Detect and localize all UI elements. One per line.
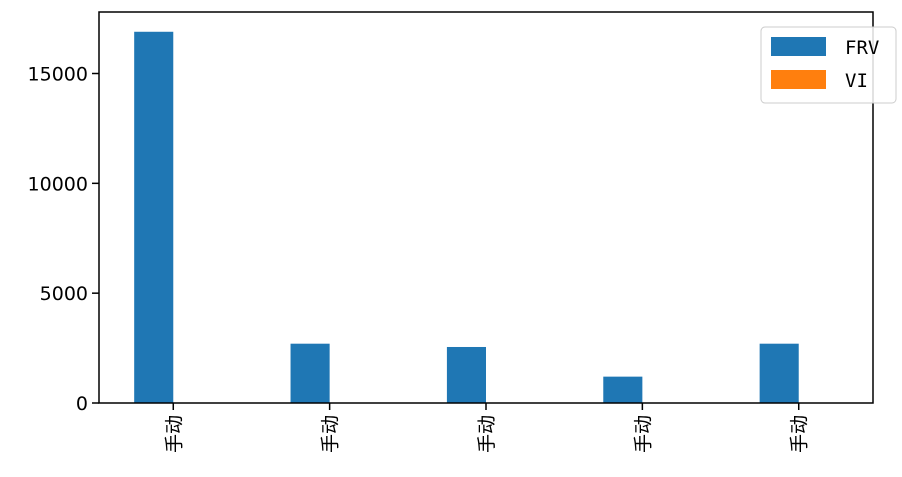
legend-label-vi: VI [845, 70, 868, 92]
x-tick-label-0: 手动 [163, 415, 185, 453]
x-axis: 手动 手动 手动 手动 手动 [163, 403, 811, 453]
legend-label-frv: FRV [845, 37, 879, 59]
x-tick-label-2: 手动 [476, 415, 498, 453]
bar-frv-4 [759, 343, 799, 403]
bar-frv-1 [290, 343, 330, 403]
y-axis: 0 5000 10000 15000 [28, 64, 99, 415]
bar-frv-2 [446, 346, 486, 403]
plot-frame [98, 11, 874, 404]
x-tick-label-1: 手动 [320, 415, 342, 453]
legend-swatch-vi [771, 70, 826, 89]
x-tick-label-4: 手动 [789, 415, 811, 453]
bar-frv-0 [134, 31, 174, 404]
y-tick-label-0: 0 [76, 393, 88, 415]
x-tick-label-3: 手动 [632, 415, 654, 453]
bars-group [134, 31, 799, 404]
legend: FRV VI [760, 26, 897, 104]
y-tick-label-3: 15000 [28, 64, 88, 86]
y-tick-label-2: 10000 [28, 173, 88, 195]
bar-frv-3 [603, 376, 643, 403]
y-tick-label-1: 5000 [40, 283, 88, 305]
legend-swatch-frv [771, 37, 826, 56]
